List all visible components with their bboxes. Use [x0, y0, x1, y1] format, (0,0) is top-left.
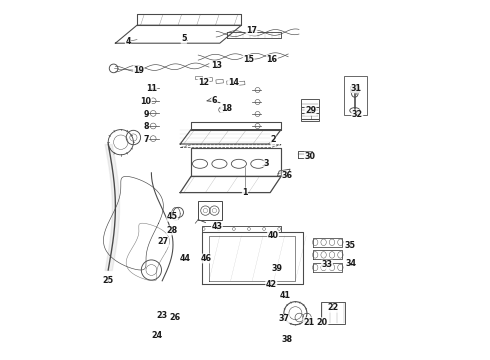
Text: 46: 46: [201, 254, 212, 263]
Text: 35: 35: [345, 241, 356, 250]
Text: 23: 23: [156, 311, 167, 320]
Text: 21: 21: [303, 318, 314, 327]
Text: 18: 18: [220, 104, 232, 113]
Bar: [238, 81, 245, 85]
Text: 7: 7: [143, 135, 149, 144]
Text: 31: 31: [350, 84, 362, 93]
Text: 44: 44: [179, 254, 191, 263]
Text: 24: 24: [151, 331, 162, 340]
Text: 38: 38: [282, 335, 293, 343]
Text: 15: 15: [243, 55, 254, 64]
Text: 27: 27: [157, 238, 169, 247]
Text: 12: 12: [198, 78, 209, 87]
Text: 32: 32: [352, 110, 363, 119]
Text: 2: 2: [270, 135, 276, 144]
Text: 4: 4: [125, 37, 131, 46]
Text: 13: 13: [211, 62, 221, 71]
Bar: [344, 76, 368, 115]
Text: 25: 25: [102, 276, 113, 285]
Text: 41: 41: [280, 292, 291, 300]
Text: 39: 39: [271, 264, 282, 273]
Text: 19: 19: [133, 66, 144, 75]
Text: 37: 37: [278, 314, 290, 323]
Bar: [195, 76, 202, 79]
Text: 42: 42: [266, 280, 277, 289]
Bar: [301, 99, 319, 121]
Bar: [198, 201, 221, 220]
Text: 26: 26: [169, 313, 180, 322]
Text: 17: 17: [246, 26, 257, 35]
Text: 9: 9: [143, 110, 149, 119]
Text: 20: 20: [317, 318, 328, 327]
Text: 45: 45: [167, 212, 178, 221]
Text: 10: 10: [141, 97, 151, 106]
Text: 3: 3: [264, 159, 270, 168]
Text: 40: 40: [268, 231, 279, 240]
Text: 6: 6: [212, 96, 217, 105]
Text: 36: 36: [282, 171, 293, 180]
Text: 22: 22: [328, 303, 339, 312]
Text: 33: 33: [321, 260, 333, 269]
Text: 1: 1: [242, 188, 248, 197]
Text: 30: 30: [304, 152, 315, 161]
Text: 8: 8: [143, 122, 149, 131]
Text: 34: 34: [346, 259, 357, 268]
Text: 29: 29: [305, 107, 316, 116]
Bar: [227, 80, 234, 85]
Text: 28: 28: [167, 226, 178, 235]
Text: 43: 43: [211, 222, 222, 231]
Text: 14: 14: [228, 78, 239, 87]
Bar: [205, 77, 213, 82]
Text: 11: 11: [146, 85, 157, 94]
Bar: [216, 79, 223, 84]
Bar: [320, 302, 345, 324]
Text: 5: 5: [181, 35, 187, 44]
Text: 16: 16: [267, 55, 277, 64]
